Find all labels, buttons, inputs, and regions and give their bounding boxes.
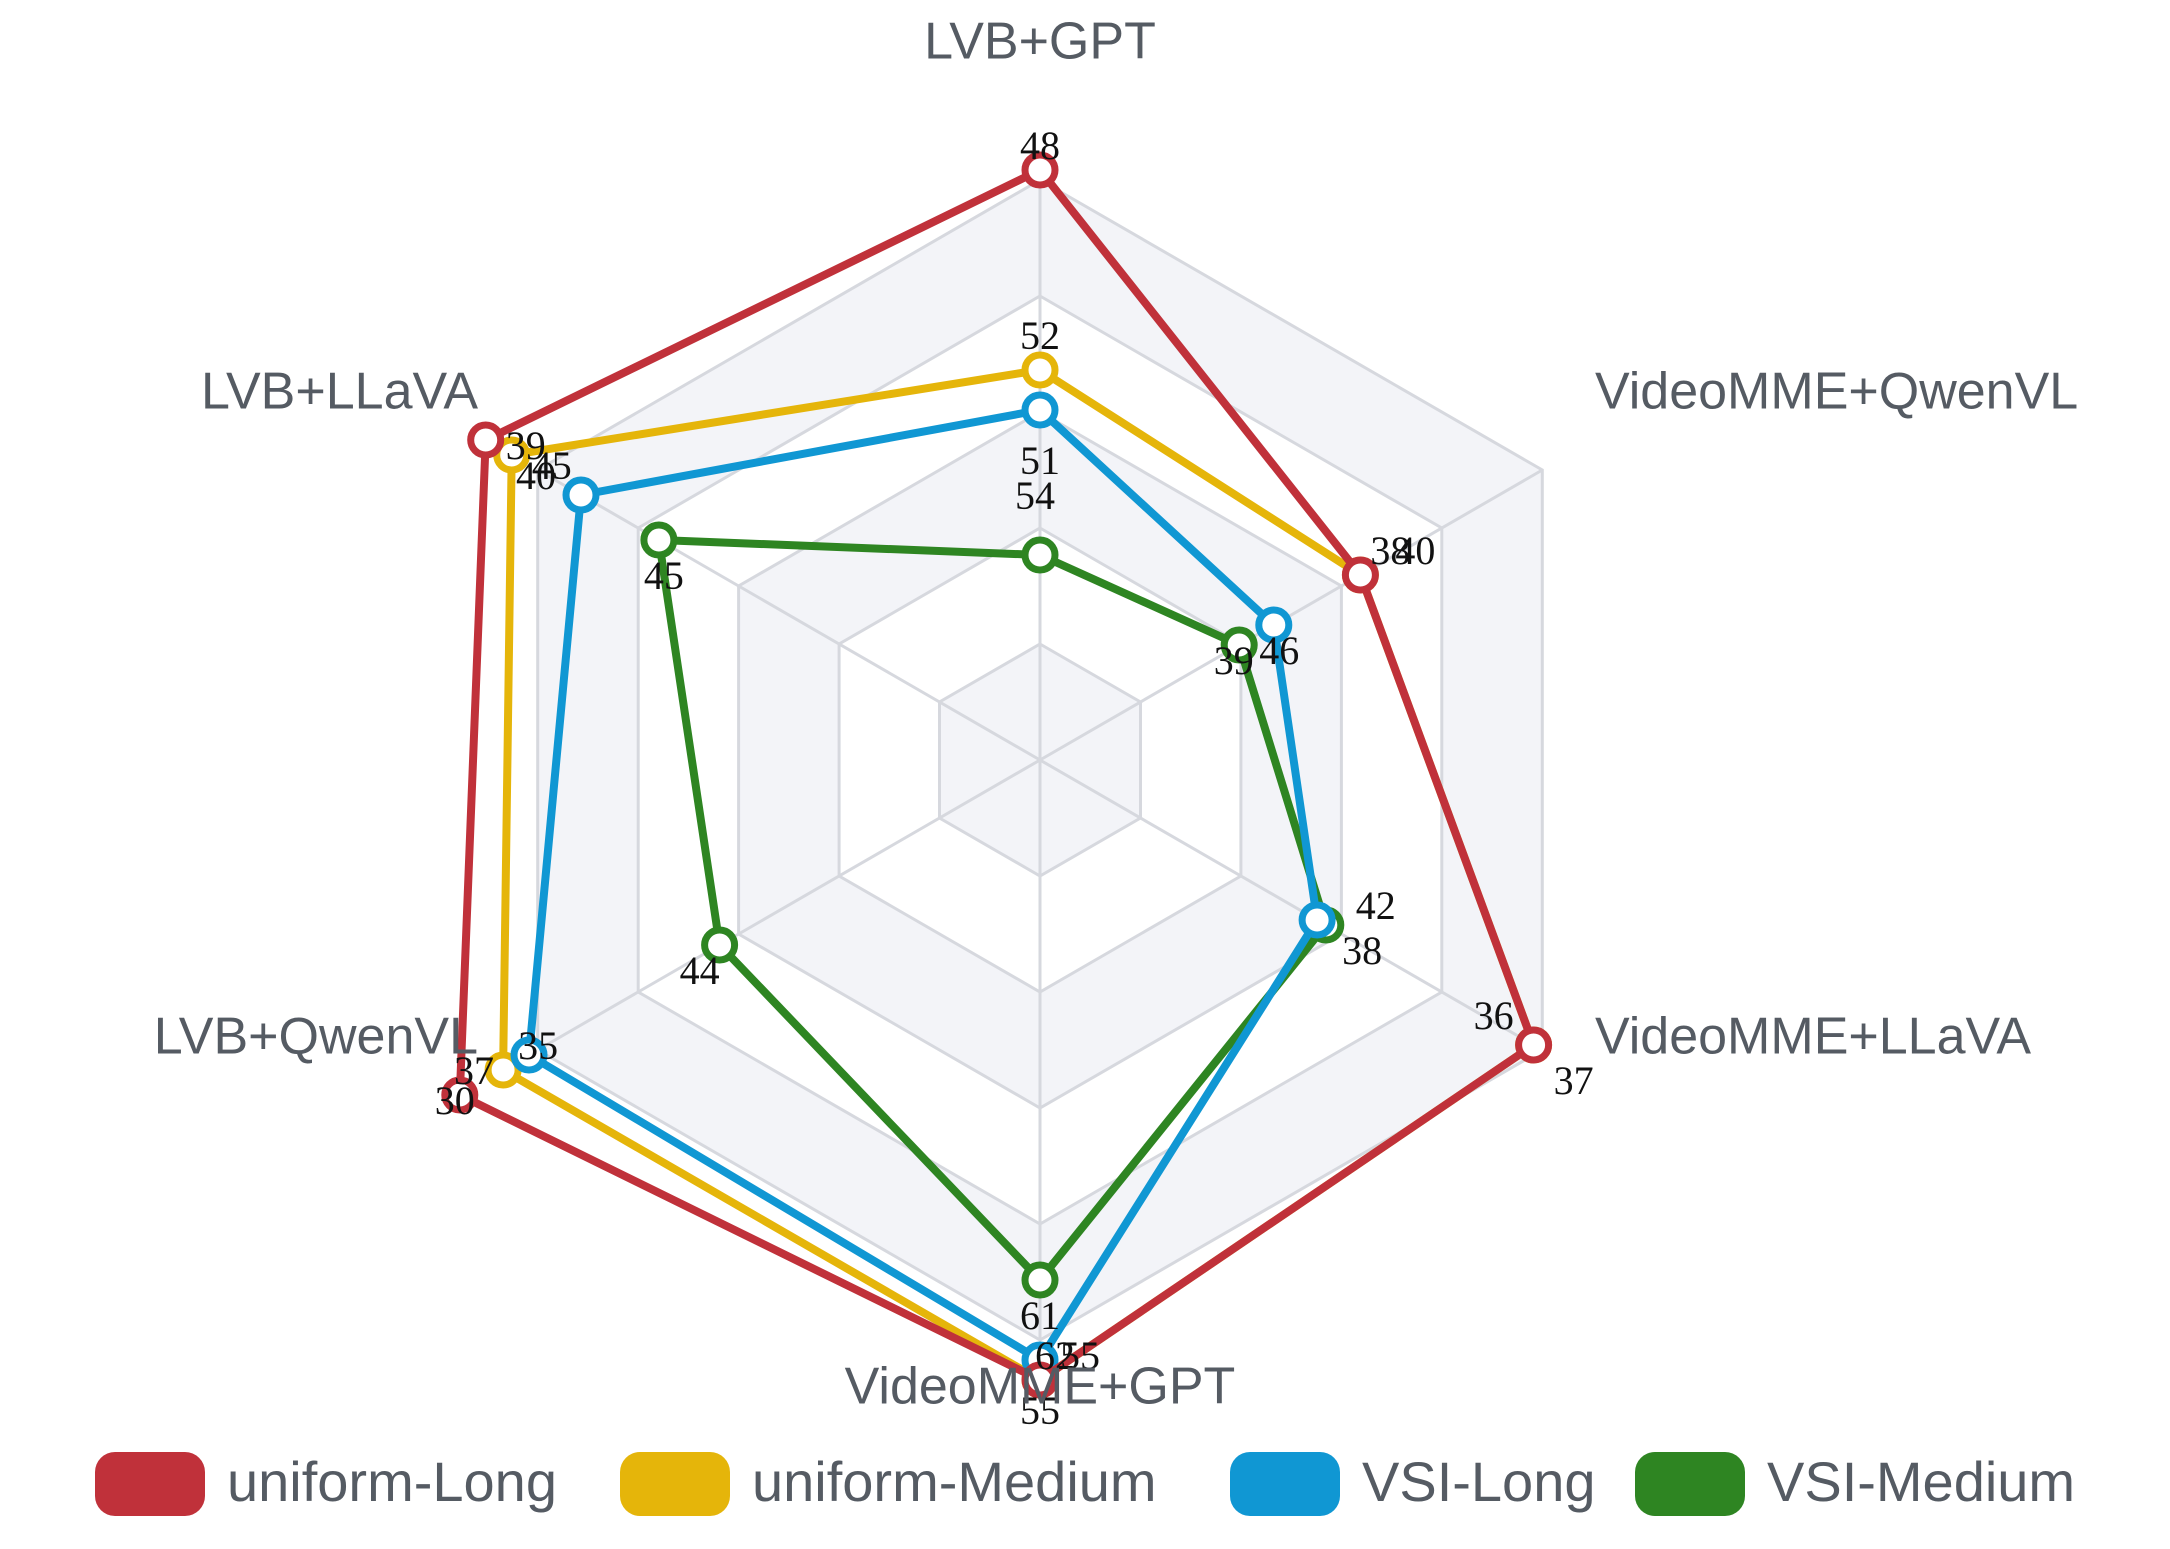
- data-point: [467, 421, 505, 459]
- data-point: [493, 436, 531, 474]
- legend: uniform-Long uniform-Medium VSI-Long VSI-Me…: [95, 1450, 2075, 1516]
- data-point: [562, 476, 600, 514]
- data-label: 38: [1342, 928, 1382, 973]
- data-point: [1021, 391, 1059, 429]
- data-point: [1255, 606, 1293, 644]
- legend-item[interactable]: VSI-Medium: [1635, 1450, 2075, 1516]
- axis-label: VideoMME+GPT: [845, 1358, 1236, 1416]
- axis-line: [1039, 758, 1544, 1052]
- axis-label: LVB+LLaVA: [201, 363, 478, 421]
- legend-label: uniform-Medium: [752, 1450, 1157, 1513]
- data-point: [484, 1051, 522, 1089]
- data-point: [1341, 556, 1379, 594]
- axis-line: [1039, 468, 1544, 762]
- data-label: 44: [680, 948, 720, 993]
- legend-label: uniform-Long: [227, 1450, 557, 1513]
- data-label: 39: [1214, 638, 1254, 683]
- data-label: 48: [1020, 123, 1060, 168]
- data-label: 45: [644, 553, 684, 598]
- data-label: 37: [454, 1048, 494, 1093]
- legend-item[interactable]: uniform-Medium: [620, 1450, 1157, 1516]
- axis-line: [536, 468, 1041, 762]
- data-label: 55: [1060, 1333, 1100, 1378]
- data-point: [1021, 536, 1059, 574]
- data-label: 45: [532, 443, 572, 488]
- data-point: [701, 926, 739, 964]
- data-label: 51: [1020, 438, 1060, 483]
- legend-swatch: [1635, 1452, 1745, 1516]
- data-label: 30: [435, 1078, 475, 1123]
- data-label: 40: [1395, 528, 1435, 573]
- radar-axes: [536, 180, 1544, 1340]
- legend-item[interactable]: uniform-Long: [95, 1450, 557, 1516]
- data-label: 35: [518, 1023, 558, 1068]
- axis-label: VideoMME+LLaVA: [1595, 1008, 2031, 1066]
- data-label: 61: [1020, 1293, 1060, 1338]
- data-label: 38: [1370, 528, 1410, 573]
- legend-label: VSI-Medium: [1767, 1450, 2075, 1513]
- axis-label: LVB+GPT: [924, 13, 1156, 71]
- axis-label: LVB+QwenVL: [154, 1008, 478, 1066]
- data-point: [1298, 901, 1336, 939]
- data-label: 39: [506, 423, 546, 468]
- data-label: 46: [1259, 628, 1299, 673]
- axis-label: VideoMME+QwenVL: [1595, 363, 2078, 421]
- legend-swatch: [1230, 1452, 1340, 1516]
- data-point: [1021, 351, 1059, 389]
- data-point: [1021, 151, 1059, 189]
- data-point: [1021, 1261, 1059, 1299]
- legend-swatch: [95, 1452, 205, 1516]
- data-label: 42: [1356, 883, 1396, 928]
- data-point: [1515, 1026, 1553, 1064]
- legend-item[interactable]: VSI-Long: [1230, 1450, 1596, 1516]
- data-point: [640, 521, 678, 559]
- data-label: 52: [1020, 313, 1060, 358]
- radar-series: [441, 151, 1553, 1399]
- legend-swatch: [620, 1452, 730, 1516]
- data-label: 54: [1015, 473, 1055, 518]
- data-point: [441, 1076, 479, 1114]
- data-label: 55: [1020, 1388, 1060, 1433]
- axis-line: [536, 758, 1041, 1052]
- data-label: 37: [1554, 1058, 1594, 1103]
- value-labels: 54 46 42 62 44 45 52 40 37 61 35 45 51 39 38 55 37 40 48 38…: [435, 123, 1594, 1433]
- legend-label: VSI-Long: [1362, 1450, 1596, 1513]
- data-point: [510, 1036, 548, 1074]
- data-point: [1220, 626, 1258, 664]
- data-label: 36: [1474, 993, 1514, 1038]
- data-point: [1021, 1361, 1059, 1399]
- axis-labels: LVB+GPT VideoMME+QwenVL VideoMME+LLaVA Vide…: [154, 13, 2078, 1416]
- series-uniform-Long: [441, 151, 1553, 1399]
- data-label: 62: [1035, 1333, 1075, 1378]
- data-label: 40: [516, 453, 556, 498]
